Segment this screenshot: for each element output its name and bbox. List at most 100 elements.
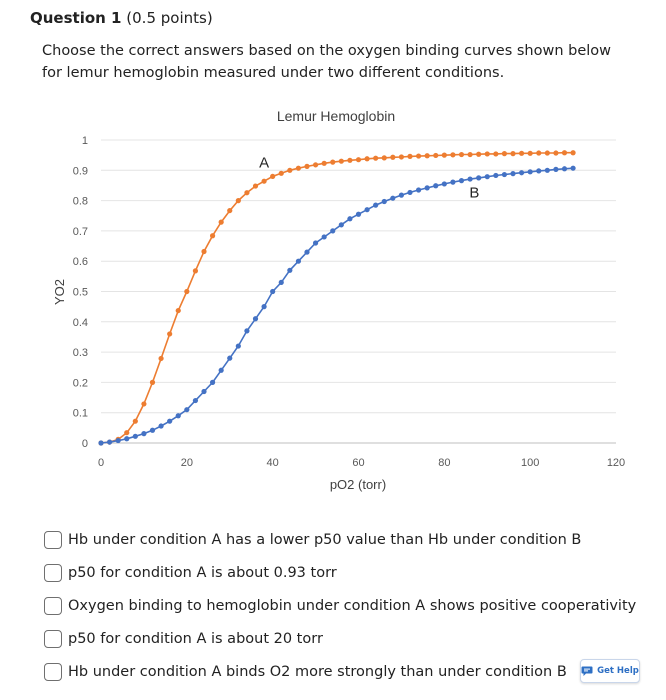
y-tick-label-2: 0.2: [73, 377, 88, 389]
series-b-point-5: [141, 431, 147, 437]
series-a-point-52: [544, 150, 550, 156]
y-tick-label-7: 0.7: [73, 226, 88, 238]
series-b-point-37: [415, 187, 422, 193]
checkbox-3[interactable]: [44, 596, 62, 615]
series-b-point-23: [295, 258, 302, 264]
series-a-point-39: [433, 152, 439, 159]
series-b-point-28: [338, 222, 344, 228]
series-b-point-18: [252, 316, 259, 322]
series-a-point-7: [158, 355, 164, 362]
series-b-point-9: [175, 413, 181, 419]
checkbox-5[interactable]: [44, 662, 62, 681]
x-tick-label-5: 100: [521, 457, 539, 469]
series-b-point-38: [424, 185, 430, 191]
series-a-point-47: [501, 151, 508, 157]
series-a-point-20: [270, 173, 276, 179]
checkbox-1[interactable]: [44, 530, 62, 549]
question-points: (0.5 points): [126, 9, 213, 27]
series-b-point-19: [261, 304, 267, 310]
series-a-point-29: [347, 157, 353, 163]
series-b-point-39: [433, 183, 439, 189]
question-number: Question 1: [30, 9, 122, 27]
x-tick-label-4: 80: [438, 457, 450, 469]
series-a-line: [100, 151, 574, 444]
series-b-point-35: [398, 192, 405, 198]
y-tick-label-6: 0.6: [73, 256, 88, 268]
annotation-a: A: [259, 154, 269, 171]
series-b-point-44: [476, 175, 482, 181]
series-a-point-43: [467, 151, 473, 158]
series-a-point-6: [149, 379, 156, 385]
series-a-point-37: [415, 153, 422, 159]
series-b-point-52: [544, 167, 550, 173]
annotation-b: B: [469, 185, 479, 202]
answer-option-5[interactable]: Hb under condition A binds O2 more stron…: [44, 655, 636, 688]
get-help-button[interactable]: Get Help: [580, 659, 640, 683]
chart-title: Lemur Hemoglobin: [277, 108, 395, 124]
series-a-point-48: [510, 151, 516, 157]
series-a-point-41: [450, 152, 456, 158]
series-b-point-12: [201, 388, 207, 395]
y-tick-label-8: 0.8: [73, 196, 88, 208]
answer-option-4[interactable]: p50 for condition A is about 20 torr: [44, 622, 636, 655]
answer-option-3[interactable]: Oxygen binding to hemoglobin under condi…: [44, 589, 636, 622]
answer-option-1[interactable]: Hb under condition A has a lower p50 val…: [44, 523, 636, 556]
series-b-point-49: [518, 170, 525, 176]
series-b-point-11: [192, 397, 199, 404]
series-a-point-34: [390, 154, 396, 160]
checkbox-2[interactable]: [44, 563, 62, 582]
series-a-point-50: [527, 150, 533, 156]
series-b-point-2: [115, 437, 121, 444]
series-b-point-1: [106, 439, 113, 445]
series-a-point-19: [261, 178, 267, 184]
series-a-point-8: [167, 331, 173, 337]
series-b-point-50: [527, 169, 533, 175]
series-a-point-12: [201, 248, 207, 255]
series-a-point-21: [278, 170, 284, 176]
series-a-point-49: [518, 150, 525, 156]
series-a-point-54: [561, 150, 568, 156]
chat-bubble-icon: [581, 666, 593, 676]
series-b-point-10: [184, 407, 190, 413]
answer-option-2-label: p50 for condition A is about 0.93 torr: [68, 564, 337, 581]
series-b-point-32: [373, 202, 379, 208]
series-a-point-22: [287, 167, 293, 173]
series-a-point-30: [355, 157, 362, 163]
question-prompt: Choose the correct answers based on the …: [42, 43, 612, 81]
series-b-point-54: [561, 166, 568, 172]
series-b-point-0: [98, 440, 104, 446]
series-a-point-3: [124, 430, 130, 436]
series-b-point-17: [244, 328, 250, 334]
series-b-point-29: [347, 216, 353, 222]
y-tick-label-0: 0: [82, 438, 88, 450]
series-a-point-46: [493, 151, 499, 157]
series-a-point-13: [209, 233, 216, 239]
series-b-point-20: [270, 288, 276, 295]
checkbox-4[interactable]: [44, 629, 62, 648]
series-a-point-45: [484, 151, 490, 157]
series-b-point-41: [450, 179, 456, 185]
series-b-point-47: [501, 171, 508, 178]
series-a-point-16: [235, 198, 241, 204]
series-a-point-31: [364, 156, 370, 162]
series-b-point-30: [355, 211, 362, 217]
series-a-point-10: [184, 288, 190, 295]
answer-option-1-label: Hb under condition A has a lower p50 val…: [68, 531, 582, 548]
answer-option-4-label: p50 for condition A is about 20 torr: [68, 630, 323, 647]
series-a-point-9: [175, 307, 181, 314]
series-a-point-17: [244, 190, 250, 196]
series-b-point-51: [536, 168, 542, 174]
series-a-point-18: [252, 183, 259, 189]
series-a-point-40: [441, 152, 447, 158]
y-tick-label-5: 0.5: [73, 287, 88, 299]
series-a-point-53: [553, 150, 559, 156]
series-a-point-24: [304, 163, 310, 169]
series-b-line: [100, 167, 574, 444]
series-b-point-31: [364, 207, 370, 213]
series-a-point-33: [381, 155, 387, 161]
series-b-point-33: [381, 198, 387, 205]
answer-option-2[interactable]: p50 for condition A is about 0.93 torr: [44, 556, 636, 589]
series-b-point-16: [235, 343, 241, 349]
series-a-point-28: [338, 158, 344, 164]
series-a-point-27: [330, 159, 336, 165]
